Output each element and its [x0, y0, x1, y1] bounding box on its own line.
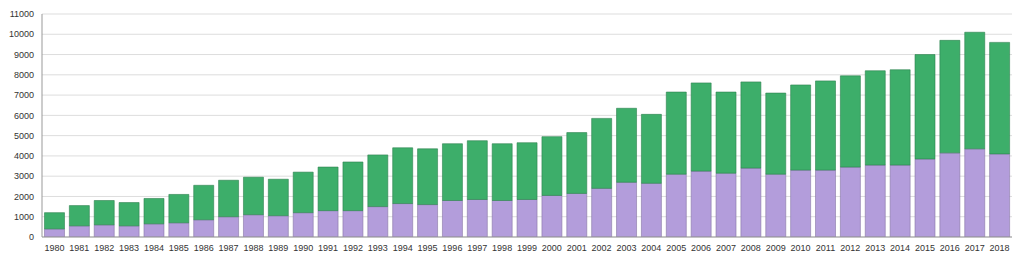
- svg-text:2018: 2018: [990, 243, 1010, 253]
- svg-text:2002: 2002: [592, 243, 612, 253]
- svg-text:2001: 2001: [567, 243, 587, 253]
- svg-text:2006: 2006: [691, 243, 711, 253]
- svg-text:1986: 1986: [194, 243, 214, 253]
- svg-text:1997: 1997: [467, 243, 487, 253]
- svg-text:2013: 2013: [865, 243, 885, 253]
- svg-text:2007: 2007: [716, 243, 736, 253]
- svg-text:3000: 3000: [14, 171, 34, 181]
- svg-text:1998: 1998: [492, 243, 512, 253]
- svg-text:1995: 1995: [417, 243, 437, 253]
- svg-text:8000: 8000: [14, 70, 34, 80]
- svg-text:1000: 1000: [14, 212, 34, 222]
- svg-text:1999: 1999: [517, 243, 537, 253]
- svg-text:1980: 1980: [44, 243, 64, 253]
- svg-text:9000: 9000: [14, 50, 34, 60]
- svg-text:7000: 7000: [14, 90, 34, 100]
- svg-text:1983: 1983: [119, 243, 139, 253]
- svg-text:1993: 1993: [368, 243, 388, 253]
- svg-text:2004: 2004: [641, 243, 661, 253]
- svg-text:1996: 1996: [442, 243, 462, 253]
- svg-text:1992: 1992: [343, 243, 363, 253]
- svg-text:2005: 2005: [666, 243, 686, 253]
- svg-text:2008: 2008: [741, 243, 761, 253]
- svg-text:1985: 1985: [169, 243, 189, 253]
- svg-text:2014: 2014: [890, 243, 910, 253]
- svg-text:2011: 2011: [816, 243, 835, 253]
- svg-text:1981: 1981: [69, 243, 89, 253]
- svg-text:2003: 2003: [616, 243, 636, 253]
- svg-text:1991: 1991: [318, 243, 338, 253]
- svg-text:1988: 1988: [243, 243, 263, 253]
- svg-text:1984: 1984: [144, 243, 164, 253]
- svg-text:2000: 2000: [14, 192, 34, 202]
- svg-text:1987: 1987: [219, 243, 239, 253]
- svg-text:2015: 2015: [915, 243, 935, 253]
- svg-text:6000: 6000: [14, 111, 34, 121]
- svg-text:2017: 2017: [965, 243, 985, 253]
- svg-text:1982: 1982: [94, 243, 114, 253]
- svg-text:2009: 2009: [766, 243, 786, 253]
- svg-text:1990: 1990: [293, 243, 313, 253]
- svg-text:2016: 2016: [940, 243, 960, 253]
- svg-text:11000: 11000: [10, 9, 34, 19]
- svg-text:2010: 2010: [791, 243, 811, 253]
- svg-text:4000: 4000: [14, 151, 34, 161]
- svg-text:5000: 5000: [14, 131, 34, 141]
- svg-text:0: 0: [29, 232, 34, 242]
- svg-text:10000: 10000: [9, 29, 34, 39]
- svg-text:1994: 1994: [393, 243, 413, 253]
- svg-text:1989: 1989: [268, 243, 288, 253]
- svg-text:2000: 2000: [542, 243, 562, 253]
- svg-text:2012: 2012: [840, 243, 860, 253]
